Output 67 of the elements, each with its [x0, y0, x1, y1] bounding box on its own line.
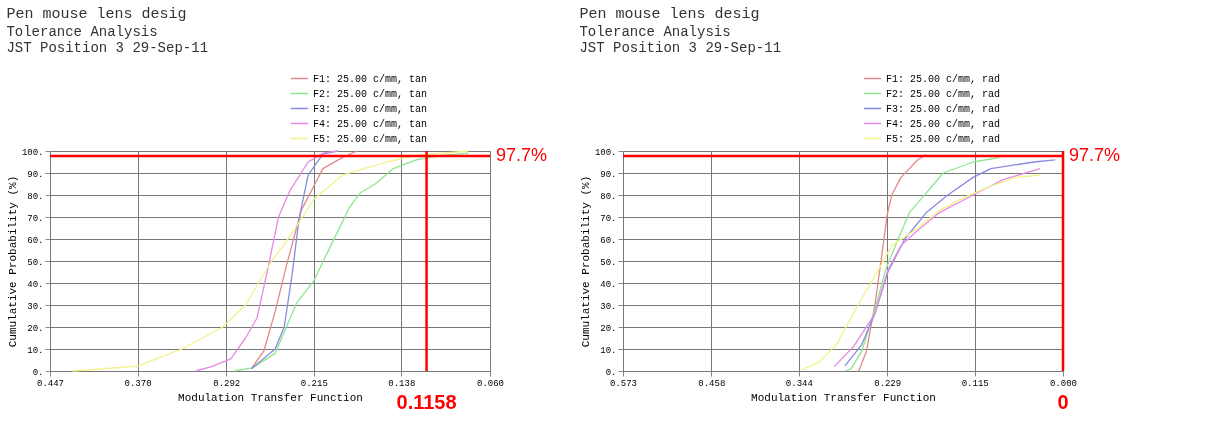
- y-tick-label: 40.: [27, 279, 44, 290]
- text: JST Position 3 29-Sep-11: [579, 40, 782, 56]
- y-tick-label: 50.: [27, 257, 44, 268]
- x-tick-label: 0.115: [961, 378, 989, 389]
- y-tick-label: 10.: [27, 345, 44, 356]
- legend-label: F1: 25.00 c/mm, tan: [313, 73, 428, 85]
- y-tick-label: 90.: [27, 169, 44, 180]
- x-tick-label: 0.000: [1049, 378, 1078, 389]
- ref-line-label: 97.7%: [496, 145, 548, 166]
- legend-label: F4: 25.00 c/mm, rad: [886, 118, 1001, 130]
- y-axis-title: Cumulative Probability (%): [579, 175, 592, 348]
- y-tick-label: 100.: [21, 147, 44, 158]
- x-tick-label: 0.060: [476, 378, 505, 389]
- x-axis-title: Modulation Transfer Function: [178, 391, 363, 404]
- line-series: [858, 153, 927, 372]
- line-series: [801, 174, 1041, 371]
- y-tick-label: 40.: [600, 279, 617, 290]
- legend-label: F2: 25.00 c/mm, rad: [886, 88, 1001, 100]
- x-tick-label: 0.292: [213, 378, 241, 389]
- line-series: [844, 159, 1056, 367]
- chart-title: Pen mouse lens desig: [579, 6, 760, 23]
- y-tick-label: 80.: [27, 191, 44, 202]
- text: JST Position 3 29-Sep-11: [6, 40, 209, 56]
- ref-line-label: 97.7%: [1069, 145, 1121, 166]
- chart-subtitle: Tolerance Analysis: [6, 24, 158, 40]
- line-series: [72, 150, 470, 372]
- y-tick-label: 20.: [27, 323, 44, 334]
- x-tick-label: 0.573: [609, 378, 638, 389]
- x-tick-label: 0.344: [785, 378, 813, 389]
- ref-line-label: 0: [1057, 391, 1069, 413]
- legend-label: F2: 25.00 c/mm, tan: [313, 88, 428, 100]
- y-tick-label: 0.: [32, 367, 44, 378]
- y-tick-label: 60.: [600, 235, 617, 246]
- y-tick-label: 30.: [27, 301, 44, 312]
- y-tick-label: 30.: [600, 301, 617, 312]
- legend-label: F1: 25.00 c/mm, rad: [886, 73, 1001, 85]
- line-series: [194, 150, 339, 372]
- y-tick-label: 60.: [27, 235, 44, 246]
- y-tick-label: 0.: [605, 367, 617, 378]
- line-series: [250, 150, 358, 370]
- x-tick-label: 0.370: [124, 378, 152, 389]
- x-tick-label: 0.458: [698, 378, 726, 389]
- y-tick-label: 10.: [600, 345, 617, 356]
- y-tick-label: 50.: [600, 257, 617, 268]
- y-tick-label: 100.: [594, 147, 617, 158]
- x-tick-label: 0.138: [388, 378, 416, 389]
- line-series: [833, 167, 1041, 368]
- legend-label: F5: 25.00 c/mm, rad: [886, 133, 1001, 145]
- x-tick-label: 0.447: [36, 378, 65, 389]
- legend-label: F4: 25.00 c/mm, tan: [313, 118, 428, 130]
- legend-label: F3: 25.00 c/mm, rad: [886, 103, 1001, 115]
- line-series: [844, 156, 1000, 372]
- x-tick-label: 0.229: [874, 378, 902, 389]
- x-axis-title: Modulation Transfer Function: [751, 391, 936, 404]
- y-tick-label: 90.: [600, 169, 617, 180]
- legend-label: F3: 25.00 c/mm, tan: [313, 103, 428, 115]
- y-tick-label: 70.: [600, 213, 617, 224]
- y-axis-title: Cumulative Probability (%): [6, 175, 19, 348]
- chart-title: Pen mouse lens desig: [6, 6, 187, 23]
- legend-label: F5: 25.00 c/mm, tan: [313, 133, 428, 145]
- y-tick-label: 80.: [600, 191, 617, 202]
- y-tick-label: 20.: [600, 323, 617, 334]
- chart-subtitle: Tolerance Analysis: [579, 24, 731, 40]
- line-series: [233, 152, 470, 372]
- x-tick-label: 0.215: [300, 378, 328, 389]
- y-tick-label: 70.: [27, 213, 44, 224]
- ref-line-label: 0.1158: [396, 391, 457, 413]
